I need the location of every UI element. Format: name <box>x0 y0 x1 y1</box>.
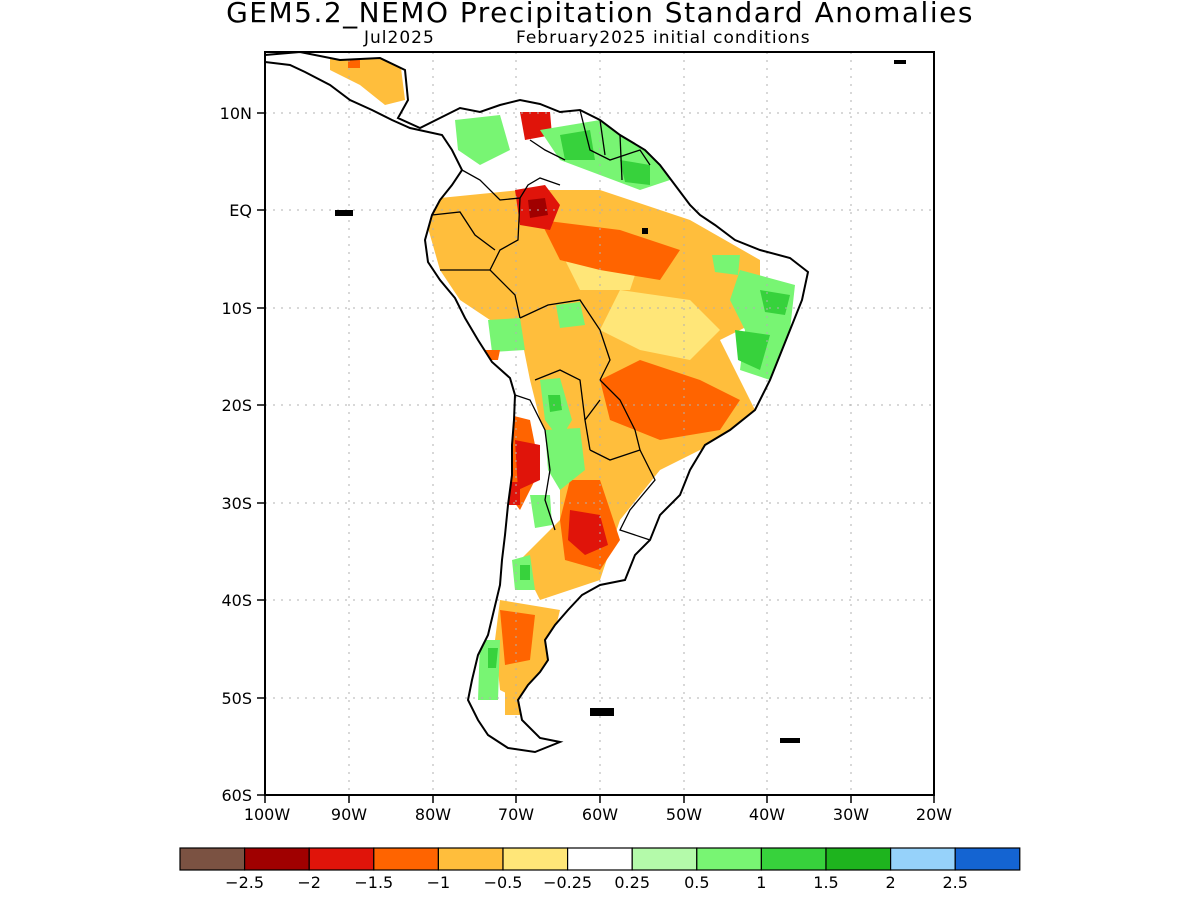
colorbar-label: 0.25 <box>614 873 650 892</box>
target-month-label: Jul2025 <box>364 28 435 48</box>
coastlines <box>265 52 810 754</box>
colorbar-label: −2 <box>297 873 321 892</box>
lon-label-70w: 70W <box>498 805 534 824</box>
lat-label-10s: 10S <box>221 299 252 318</box>
colorbar: −2.5 −2 −1.5 −1 −0.5 −0.25 0.25 0.5 1 1.5 2 2.5 <box>179 847 1021 892</box>
colorbar-swatch <box>889 847 956 871</box>
colorbar-swatch <box>308 847 375 871</box>
init-conditions-label: February2025 initial conditions <box>516 28 811 48</box>
colorbar-label: −0.25 <box>543 873 592 892</box>
islands <box>335 60 906 743</box>
colorbar-label: −1 <box>427 873 451 892</box>
lon-label-50w: 50W <box>666 805 702 824</box>
lat-label-eq: EQ <box>229 201 252 220</box>
colorbar-swatch <box>696 847 762 871</box>
colorbar-swatch <box>179 847 246 871</box>
colorbar-swatch <box>502 847 569 871</box>
country-borders <box>431 109 656 541</box>
lon-label-20w: 20W <box>916 805 952 824</box>
lon-label-40w: 40W <box>749 805 785 824</box>
lon-label-100w: 100W <box>244 805 291 824</box>
colorbar-label: 1 <box>756 873 766 892</box>
colorbar-label: −1.5 <box>354 873 393 892</box>
lat-label-40s: 40S <box>221 591 252 610</box>
colorbar-label: 1.5 <box>813 873 838 892</box>
lat-label-10n: 10N <box>220 104 252 123</box>
colorbar-swatch <box>760 847 827 871</box>
lat-label-60s: 60S <box>221 786 252 805</box>
lon-label-60w: 60W <box>582 805 618 824</box>
colorbar-label: −0.5 <box>484 873 523 892</box>
colorbar-swatch <box>437 847 504 871</box>
lat-label-20s: 20S <box>221 396 252 415</box>
colorbar-swatch <box>373 847 439 871</box>
lon-label-80w: 80W <box>415 805 451 824</box>
chart-title: GEM5.2_NEMO Precipitation Standard Anoma… <box>226 0 974 29</box>
colorbar-swatch <box>631 847 698 871</box>
colorbar-label: 2.5 <box>942 873 967 892</box>
lon-label-30w: 30W <box>833 805 869 824</box>
colorbar-label: 0.5 <box>684 873 709 892</box>
lat-label-50s: 50S <box>221 689 252 708</box>
colorbar-swatch <box>954 847 1021 871</box>
axis-ticks <box>257 112 935 803</box>
colorbar-swatch <box>566 847 633 871</box>
colorbar-label: 2 <box>886 873 896 892</box>
colorbar-swatch <box>244 847 310 871</box>
colorbar-label: −2.5 <box>225 873 264 892</box>
colorbar-swatch <box>825 847 892 871</box>
lon-label-90w: 90W <box>331 805 367 824</box>
lat-label-30s: 30S <box>221 494 252 513</box>
